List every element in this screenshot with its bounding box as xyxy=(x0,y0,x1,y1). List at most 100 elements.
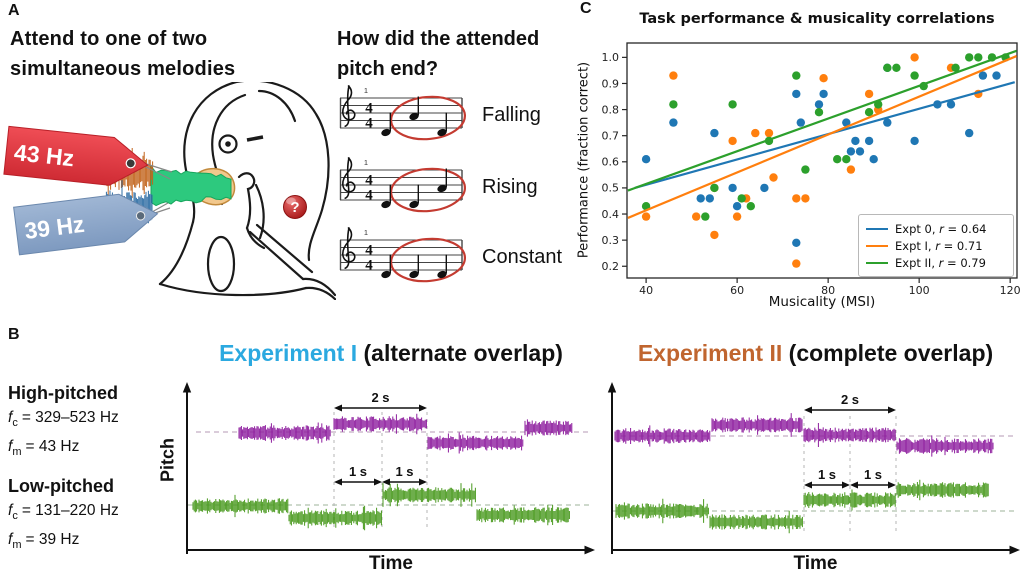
pitch-axis-label: Pitch xyxy=(157,437,178,483)
frequency-tag-low: 39 Hz xyxy=(13,193,159,256)
x-tick-label: 80 xyxy=(821,284,835,297)
jaw-curve xyxy=(158,220,195,286)
f-symbol: f xyxy=(8,409,13,426)
data-point xyxy=(792,71,801,80)
legend-line-swatch xyxy=(866,261,888,264)
offset-duration-label: 1 s xyxy=(349,464,367,479)
low-fm-line: fm = 39 Hz xyxy=(8,528,184,557)
quarter-note xyxy=(437,112,448,137)
y-tick-label: 0.9 xyxy=(602,77,620,90)
experiment-1-waveform-plot: 2 s 1 s 1 s xyxy=(182,382,595,555)
time-axis-arrowhead xyxy=(584,545,595,555)
low-melody-segment xyxy=(709,510,803,534)
panel-b-label: B xyxy=(8,326,20,343)
y-tick-label: 0.2 xyxy=(602,260,620,273)
note-head xyxy=(437,184,447,193)
panel-c-label: C xyxy=(580,0,592,17)
fm-value: = 39 Hz xyxy=(25,531,80,549)
data-point xyxy=(910,136,919,146)
legend-line-swatch xyxy=(866,227,888,230)
mixed-sound-funnel xyxy=(150,164,232,207)
low-pitched-title: Low-pitched xyxy=(8,476,114,497)
stimulus-parameters: High-pitched fc = 329–523 Hz fm = 43 Hz Lo… xyxy=(8,380,184,557)
panel-a-heading-line2: simultaneous melodies xyxy=(10,58,236,80)
high-melody-segment xyxy=(614,425,711,447)
experiment-2-diagram: Experiment II (complete overlap) 2 s 1 s 1… xyxy=(607,340,1024,583)
fc-value: = 131–220 Hz xyxy=(21,502,119,520)
experiment-2-title: Experiment II (complete overlap) xyxy=(607,340,1024,367)
data-point xyxy=(855,147,865,156)
legend-entry: Expt 0, r = 0.64 xyxy=(866,220,1006,237)
x-axis-label: Musicality (MSI) xyxy=(768,294,876,310)
data-point xyxy=(701,212,710,221)
high-melody-segment xyxy=(711,413,803,437)
legend-line-swatch xyxy=(866,244,888,247)
x-tick-label: 40 xyxy=(639,284,653,297)
y-tick-label: 0.7 xyxy=(602,129,620,142)
tag-shape xyxy=(13,193,159,256)
time-signature-bottom: 4 xyxy=(365,258,373,274)
tag-high-label: 43 Hz xyxy=(13,139,75,171)
data-point xyxy=(710,183,719,193)
high-melody-segment xyxy=(427,432,524,454)
measure-number: 1 xyxy=(364,228,368,237)
y-tick-label: 0.6 xyxy=(602,156,620,169)
experiment-2-waveform-plot: 2 s 1 s 1 s xyxy=(607,382,1020,555)
data-point xyxy=(864,89,874,99)
y-axis-label: Performance (fraction correct) xyxy=(576,61,592,259)
high-pitched-title: High-pitched xyxy=(8,383,118,403)
data-point xyxy=(669,118,678,127)
fm-subscript: m xyxy=(12,446,22,459)
fm-subscript: m xyxy=(12,539,22,552)
data-point xyxy=(710,128,719,138)
low-melody-segment xyxy=(615,498,709,524)
treble-clef-icon xyxy=(341,157,356,199)
plot-frame xyxy=(626,42,1018,279)
panel-a-heading: Attend to one of two simultaneous melodi… xyxy=(10,24,235,84)
legend-label: Expt 0, r = 0.64 xyxy=(895,221,987,236)
data-point xyxy=(851,136,860,146)
trend-line xyxy=(627,55,1017,219)
data-point xyxy=(796,118,805,127)
answer-option-label: Falling xyxy=(482,103,541,126)
high-melody-segment xyxy=(238,422,331,444)
arrowhead-left xyxy=(804,406,812,414)
data-point xyxy=(992,71,1001,80)
chart-legend: Expt 0, r = 0.64 Expt I, r = 0.71 Expt II,… xyxy=(858,214,1014,277)
tag-shape xyxy=(3,125,149,186)
low-fc-line: fc = 131–220 Hz xyxy=(8,499,184,528)
data-point xyxy=(814,108,824,117)
data-point xyxy=(792,89,801,99)
panel-a-heading-line1: Attend to one of two xyxy=(10,28,208,50)
treble-clef-icon xyxy=(341,85,356,127)
arrowhead-left xyxy=(850,481,858,489)
note-head xyxy=(409,112,419,121)
high-melody-segment xyxy=(803,423,896,447)
low-melody-segment xyxy=(288,505,382,531)
data-point xyxy=(846,165,856,174)
data-point xyxy=(814,100,824,109)
answer-option-label: Rising xyxy=(482,175,538,198)
question-mark: ? xyxy=(290,199,299,216)
data-point xyxy=(801,165,810,174)
arm-curve xyxy=(245,226,266,250)
data-point xyxy=(801,194,810,203)
time-axis-label: Time xyxy=(793,553,838,574)
chart-title: Task performance & musicality correlatio… xyxy=(639,11,995,27)
treble-clef-icon xyxy=(341,227,356,269)
low-melody-segment xyxy=(896,479,989,501)
low-melody-segment xyxy=(476,504,570,526)
pinna-outline-right xyxy=(234,82,330,262)
time-axis-label: Time xyxy=(368,553,413,574)
answer-option-label: Constant xyxy=(482,245,563,268)
music-staff: 1 4 4 xyxy=(339,157,467,213)
tag-hole xyxy=(125,158,136,169)
time-signature-top: 4 xyxy=(365,243,373,259)
answer-highlight-ellipse xyxy=(389,95,467,141)
low-melody-segment xyxy=(382,483,476,507)
pitch-axis-arrowhead xyxy=(182,382,192,393)
support-ellipse xyxy=(206,235,236,293)
question-heading: How did the attended pitch end? xyxy=(337,24,539,84)
data-point xyxy=(760,183,769,193)
arrowhead-left xyxy=(804,481,812,489)
